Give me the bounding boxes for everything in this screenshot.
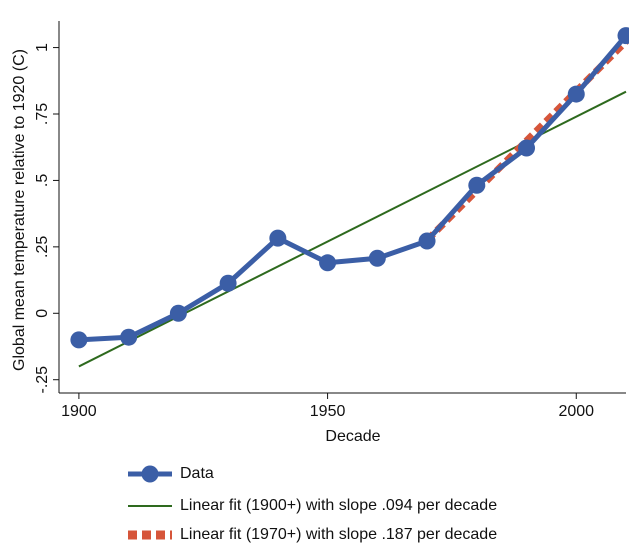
series-line: [79, 36, 626, 340]
data-point: [170, 305, 187, 322]
data-point: [70, 331, 87, 348]
series-line: [79, 92, 626, 367]
data-point: [269, 230, 286, 247]
y-tick-label: 0: [34, 309, 51, 318]
legend-label: Linear fit (1900+) with slope .094 per d…: [180, 497, 497, 514]
data-point: [568, 86, 585, 103]
legend-symbol: [142, 466, 159, 483]
data-point: [220, 275, 237, 292]
data-point: [120, 329, 137, 346]
data-point: [369, 250, 386, 267]
x-tick-label: 2000: [558, 403, 594, 420]
y-tick-label: .25: [34, 236, 51, 258]
y-tick-label: .5: [34, 174, 51, 187]
x-tick-label: 1900: [61, 403, 97, 420]
data-point: [468, 177, 485, 194]
y-axis-title: Global mean temperature relative to 1920…: [11, 49, 28, 371]
y-tick-label: -.25: [34, 366, 51, 394]
y-tick-label: .75: [34, 103, 51, 125]
data-point: [518, 140, 535, 157]
y-tick-label: 1: [34, 43, 51, 52]
data-point: [319, 254, 336, 271]
x-tick-label: 1950: [310, 403, 346, 420]
x-axis-title: Decade: [325, 428, 380, 445]
legend-label: Data: [180, 465, 214, 482]
legend-label: Linear fit (1970+) with slope .187 per d…: [180, 526, 497, 543]
data-point: [419, 233, 436, 250]
